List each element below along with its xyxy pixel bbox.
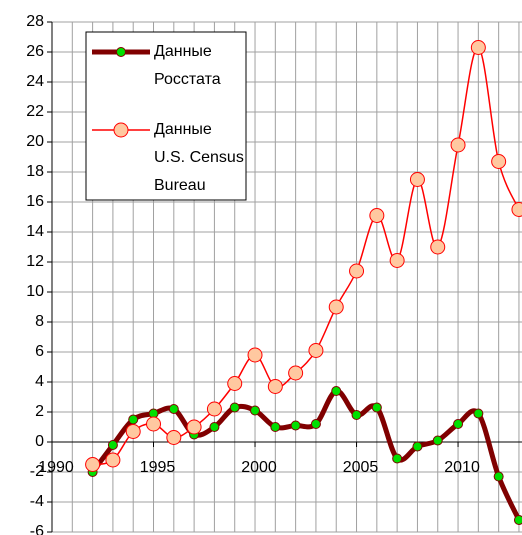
marker xyxy=(430,239,446,255)
marker xyxy=(349,263,365,279)
y-tick-label: 16 xyxy=(26,193,44,210)
marker xyxy=(328,299,344,315)
y-tick-label: 0 xyxy=(35,433,44,450)
legend-label-line: Bureau xyxy=(154,177,206,194)
legend-box xyxy=(85,31,247,201)
marker xyxy=(206,401,222,417)
marker xyxy=(85,457,101,472)
marker xyxy=(493,471,504,482)
y-tick-label: 22 xyxy=(26,103,44,120)
marker xyxy=(432,435,443,446)
marker xyxy=(290,420,301,431)
marker xyxy=(369,208,385,223)
marker xyxy=(288,365,304,381)
marker xyxy=(351,410,362,420)
y-tick-label: -6 xyxy=(30,523,44,535)
legend-label-line: Росстата xyxy=(154,71,221,88)
marker xyxy=(186,419,202,435)
marker xyxy=(267,379,283,394)
y-tick-label: 2 xyxy=(35,403,44,420)
marker xyxy=(331,386,342,396)
marker xyxy=(389,253,405,268)
marker xyxy=(128,414,139,425)
marker xyxy=(453,419,464,429)
marker xyxy=(125,424,141,439)
legend-label: Данные U.S. Census Bureau xyxy=(154,121,244,194)
legend-label: Данные Росстата xyxy=(154,43,221,88)
y-tick-label: 8 xyxy=(35,313,44,330)
x-tick-label: 2005 xyxy=(343,459,379,476)
y-tick-label: 6 xyxy=(35,343,44,360)
x-tick-label: 2000 xyxy=(241,459,277,476)
y-tick-label: 20 xyxy=(26,133,44,150)
y-tick-label: -2 xyxy=(30,463,44,480)
y-tick-label: 12 xyxy=(26,253,44,270)
y-tick-label: 18 xyxy=(26,163,44,180)
y-tick-label: 4 xyxy=(35,373,44,390)
marker xyxy=(473,408,484,419)
x-tick-label: 2010 xyxy=(444,459,480,476)
marker xyxy=(227,376,243,391)
x-tick-label: 1990 xyxy=(38,459,74,476)
marker xyxy=(409,172,425,187)
marker xyxy=(105,452,121,468)
marker xyxy=(392,453,403,464)
y-tick-label: 26 xyxy=(26,43,44,60)
marker xyxy=(470,40,486,55)
marker xyxy=(229,402,240,413)
marker xyxy=(491,154,507,169)
y-tick-label: 24 xyxy=(26,73,44,90)
marker xyxy=(308,343,324,358)
marker xyxy=(166,430,182,445)
marker xyxy=(511,202,522,217)
marker xyxy=(513,515,522,525)
marker xyxy=(450,137,466,153)
legend-label-line: Данные xyxy=(154,121,212,138)
marker xyxy=(270,422,281,432)
y-tick-label: -4 xyxy=(30,493,44,510)
marker xyxy=(146,416,162,432)
marker xyxy=(250,405,261,416)
marker xyxy=(310,419,321,429)
legend-label-line: Данные xyxy=(154,43,212,60)
marker xyxy=(412,441,423,452)
legend-label-line: U.S. Census xyxy=(154,149,244,166)
marker xyxy=(107,440,118,450)
marker xyxy=(247,347,263,363)
x-tick-label: 1995 xyxy=(140,459,176,476)
series-line xyxy=(90,388,522,522)
marker xyxy=(209,422,220,432)
y-tick-label: 10 xyxy=(26,283,44,300)
marker xyxy=(168,404,179,414)
legend-marker xyxy=(113,122,129,138)
y-tick-label: 14 xyxy=(26,223,44,240)
marker xyxy=(371,402,382,413)
y-tick-label: 28 xyxy=(26,13,44,30)
legend-marker xyxy=(116,47,126,57)
